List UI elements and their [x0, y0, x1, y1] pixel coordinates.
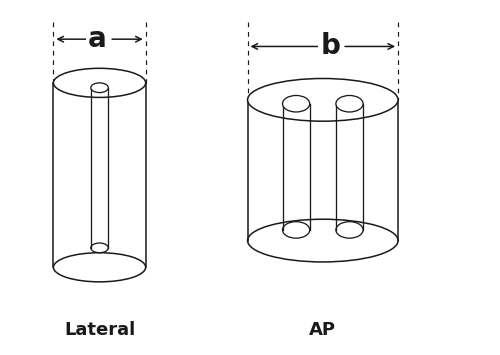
- Ellipse shape: [282, 95, 310, 112]
- Text: AP: AP: [310, 321, 336, 339]
- Ellipse shape: [91, 243, 108, 253]
- Ellipse shape: [336, 95, 363, 112]
- Ellipse shape: [54, 253, 146, 282]
- Text: b: b: [320, 32, 340, 60]
- Ellipse shape: [248, 78, 398, 121]
- Ellipse shape: [336, 222, 363, 238]
- Ellipse shape: [282, 222, 310, 238]
- Text: Lateral: Lateral: [64, 321, 135, 339]
- Text: a: a: [88, 25, 106, 53]
- Ellipse shape: [248, 219, 398, 262]
- Ellipse shape: [91, 83, 108, 93]
- Ellipse shape: [54, 68, 146, 97]
